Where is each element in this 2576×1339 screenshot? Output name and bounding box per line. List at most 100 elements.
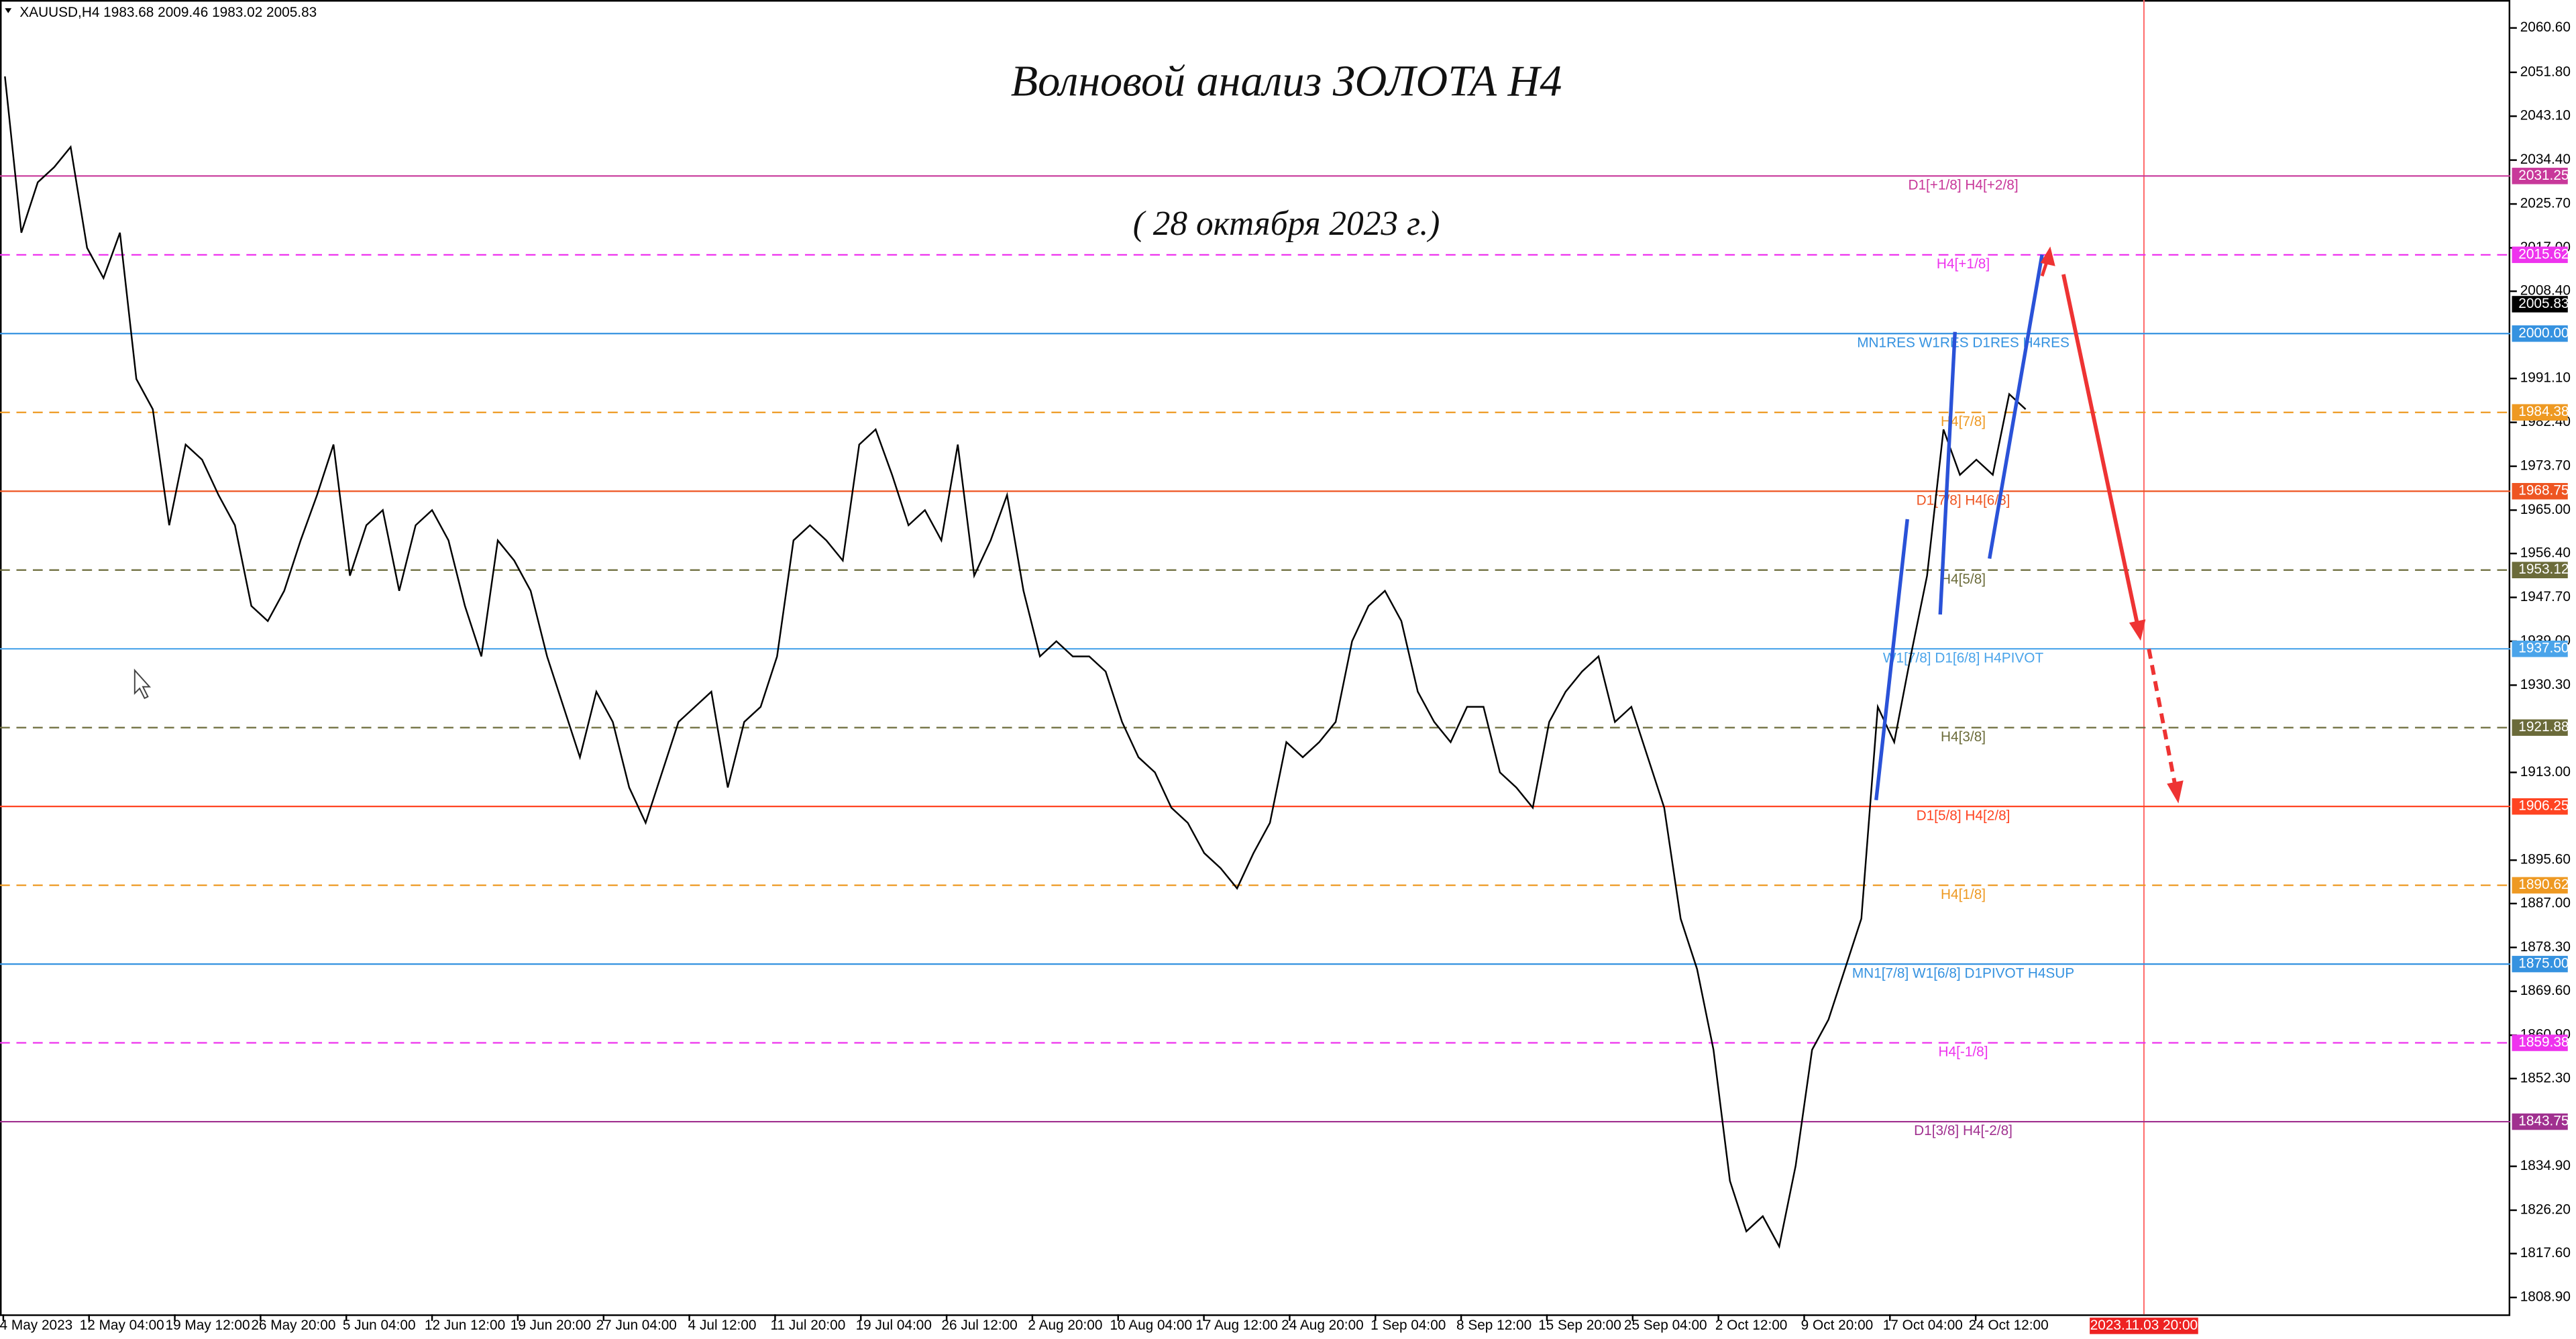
- y-tick-label: 1869.60: [2520, 983, 2571, 998]
- wave-line: [1938, 331, 1957, 615]
- x-tick-label: 10 Aug 04:00: [1110, 1318, 1192, 1333]
- level-tag-label: 1843.75: [2518, 1114, 2569, 1129]
- level-tag-label: 2015.62: [2518, 246, 2569, 262]
- level-label: W1[7/8] D1[6/8] H4PIVOT: [1883, 650, 2044, 665]
- x-tick-label: 4 Jul 12:00: [688, 1318, 757, 1333]
- x-tick-label: 17 Aug 12:00: [1195, 1318, 1278, 1333]
- y-tick-label: 2034.40: [2520, 152, 2571, 167]
- y-tick-label: 2043.10: [2520, 108, 2571, 123]
- level-label: D1[5/8] H4[2/8]: [1917, 808, 2010, 823]
- x-tick-label: 25 Sep 04:00: [1624, 1318, 1707, 1333]
- level-label: D1[3/8] H4[-2/8]: [1914, 1123, 2012, 1138]
- y-tick-label: 2025.70: [2520, 196, 2571, 211]
- level-tag: [2512, 325, 2568, 342]
- chart-title: Волновой анализ ЗОЛОТА Н4: [1011, 57, 1562, 106]
- level-label: H4[1/8]: [1941, 887, 1986, 902]
- y-tick-label: 1808.90: [2520, 1289, 2571, 1305]
- x-tick-label: 24 Oct 12:00: [1969, 1318, 2049, 1333]
- arrow-head: [2040, 246, 2055, 266]
- level-tag-label: 1890.62: [2518, 877, 2569, 892]
- price-tag: [2512, 296, 2568, 313]
- x-tick-label: 26 Jul 12:00: [941, 1318, 1017, 1333]
- level-label: H4[7/8]: [1941, 414, 1986, 429]
- y-tick-label: 1973.70: [2520, 458, 2571, 474]
- wave-line: [1874, 519, 1909, 800]
- plot-frame: [0, 0, 2511, 1316]
- x-tick-label: 9 Oct 20:00: [1801, 1318, 1874, 1333]
- x-tick-label: 1 Sep 04:00: [1371, 1318, 1446, 1333]
- level-tag: [2512, 798, 2568, 815]
- level-tag: [2512, 719, 2568, 736]
- level-tag-label: 1875.00: [2518, 956, 2569, 971]
- x-tick-label: 5 Jun 04:00: [343, 1318, 416, 1333]
- level-label: D1[+1/8] H4[+2/8]: [1908, 178, 2018, 193]
- y-tick-label: 1956.40: [2520, 545, 2571, 561]
- level-tag-label: 1953.12: [2518, 561, 2569, 577]
- x-tick-label: 4 May 2023: [0, 1318, 72, 1333]
- y-tick-label: 2051.80: [2520, 64, 2571, 79]
- y-tick-label: 1965.00: [2520, 502, 2571, 517]
- arrow: [2061, 274, 2139, 625]
- level-label: MN1[7/8] W1[6/8] D1PIVOT H4SUP: [1852, 965, 2074, 981]
- level-tag: [2512, 482, 2568, 500]
- level-tag: [2512, 168, 2568, 184]
- arrow-head: [2129, 619, 2146, 641]
- level-label: H4[3/8]: [1941, 729, 1986, 745]
- level-tag: [2512, 877, 2568, 894]
- level-label: H4[+1/8]: [1937, 256, 1990, 272]
- marks: D1[+1/8] H4[+2/8] H4[+1/8] MN1RES W1RES D1…: [0, 0, 2511, 1315]
- level-tag-label: 2031.25: [2518, 168, 2569, 183]
- y-tick-label: 2008.40: [2520, 283, 2571, 299]
- level-tag: [2512, 246, 2568, 264]
- y-tick-label: 1817.60: [2520, 1245, 2571, 1261]
- x-tick-label: 27 Jun 04:00: [596, 1318, 677, 1333]
- arrow-head: [2167, 780, 2184, 804]
- time-tag: [2090, 1318, 2198, 1334]
- x-tick-label: 11 Jul 20:00: [771, 1318, 846, 1333]
- level-label: MN1RES W1RES D1RES H4RES: [1857, 335, 2070, 350]
- y-tick-label: 1895.60: [2520, 852, 2571, 867]
- x-tick-label: 19 Jun 20:00: [511, 1318, 591, 1333]
- y-tick-label: 1887.00: [2520, 895, 2571, 910]
- x-tick-label: 2 Aug 20:00: [1028, 1318, 1102, 1333]
- arrow: [2147, 648, 2178, 786]
- y-tick-label: 1878.30: [2520, 939, 2571, 955]
- x-tick-label: 19 Jul 04:00: [856, 1318, 932, 1333]
- x-tick-label: 15 Sep 20:00: [1538, 1318, 1621, 1333]
- level-tag: [2512, 1113, 2568, 1130]
- x-tick-label: 8 Sep 12:00: [1456, 1318, 1532, 1333]
- price-line: [4, 76, 2027, 1249]
- level-tag-label: 1859.38: [2518, 1034, 2569, 1050]
- level-tag-label: 1937.50: [2518, 641, 2569, 656]
- menu-icon: [5, 8, 12, 13]
- y-tick-label: 1930.30: [2520, 677, 2571, 692]
- y-tick-label: 2060.60: [2520, 19, 2571, 35]
- wave-line: [1988, 254, 2044, 559]
- level-tag: [2512, 640, 2568, 657]
- x-tick-label: 17 Oct 04:00: [1883, 1318, 1963, 1333]
- y-tick-label: 1826.20: [2520, 1202, 2571, 1218]
- y-tick-label: 1913.00: [2520, 764, 2571, 780]
- cursor: [133, 668, 152, 700]
- level-tag: [2512, 561, 2568, 578]
- header: XAUUSD,H4 1983.68 2009.46 1983.02 2005.8…: [19, 5, 317, 20]
- level-label: H4[-1/8]: [1939, 1045, 1988, 1060]
- y-tick-label: 1947.70: [2520, 589, 2571, 604]
- level-tag-label: 1906.25: [2518, 798, 2569, 814]
- level-tag-label: 1968.75: [2518, 483, 2569, 498]
- y-tick-label: 1852.30: [2520, 1070, 2571, 1085]
- x-tick-label: 24 Aug 20:00: [1281, 1318, 1364, 1333]
- time-tag-label: 2023.11.03 20:00: [2090, 1318, 2198, 1333]
- x-tick-label: 12 Jun 12:00: [425, 1318, 505, 1333]
- wave-markup: [1874, 246, 2184, 804]
- level-tag-label: 1984.38: [2518, 404, 2569, 419]
- chart-subtitle: ( 28 октября 2023 г.): [1133, 205, 1440, 243]
- level-tag-label: 1921.88: [2518, 719, 2569, 735]
- level-label: H4[5/8]: [1941, 572, 1986, 587]
- level-tag-label: 2000.00: [2518, 325, 2569, 341]
- price-tag-label: 2005.83: [2518, 296, 2569, 311]
- level-label: D1[7/8] H4[6/8]: [1917, 492, 2010, 508]
- level-tag: [2512, 1034, 2568, 1051]
- x-tick-label: 12 May 04:00: [80, 1318, 164, 1333]
